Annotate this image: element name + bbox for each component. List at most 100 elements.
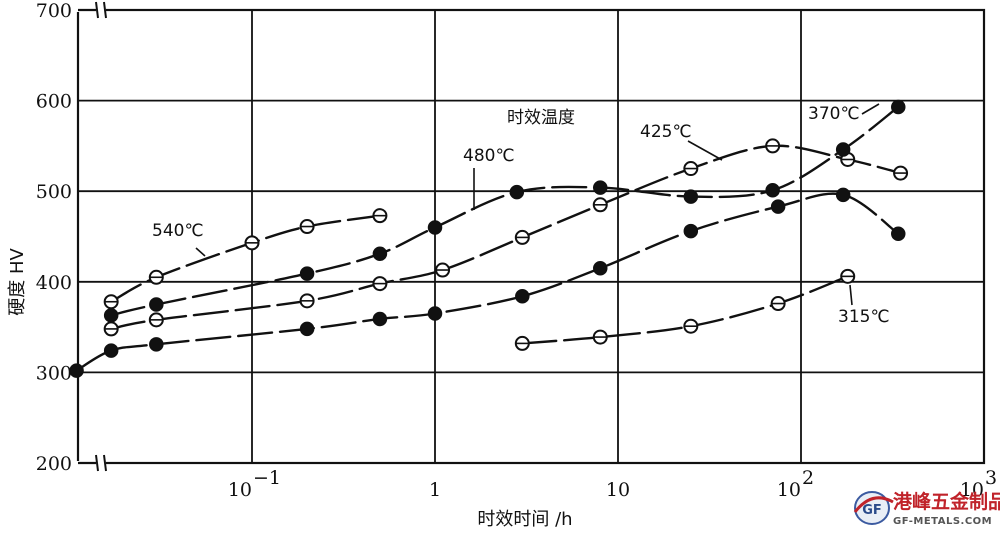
- point-s2-6: [593, 180, 608, 195]
- point-dot: [69, 363, 84, 378]
- x-tick-100: 102: [777, 467, 814, 501]
- point-s0-2: [244, 235, 260, 251]
- point-s4-2: [683, 318, 699, 334]
- point-s2-9: [835, 142, 851, 157]
- point-s3-6: [515, 289, 530, 304]
- point-dot: [299, 266, 315, 281]
- series-label-2: 425℃: [640, 122, 723, 161]
- series-label-leader: [687, 140, 723, 161]
- y-tick-300: 300: [36, 362, 72, 384]
- point-s3-7: [593, 260, 608, 276]
- point-s4-3: [770, 296, 786, 312]
- axis-break-mark-b-1: [103, 454, 107, 472]
- point-s3-4: [372, 311, 388, 327]
- x-axis-label: 时效时间 /h: [477, 509, 572, 530]
- point-dot: [372, 311, 388, 327]
- point-s0-4: [372, 208, 388, 224]
- point-dot: [299, 321, 315, 337]
- point-s3-1: [103, 343, 119, 358]
- point-dot: [683, 223, 699, 239]
- point-s1-5: [514, 229, 530, 245]
- point-s3-11: [891, 226, 906, 242]
- plot-border: [76, 8, 986, 465]
- y-tick-500: 500: [36, 181, 72, 203]
- series-labels: 540℃ 480℃ 425℃ 370℃ 315℃: [152, 103, 890, 327]
- point-s1-1: [148, 312, 164, 328]
- point-s4-4: [840, 268, 856, 284]
- point-s1-7: [683, 161, 699, 177]
- x-tick-10: 10: [606, 479, 630, 501]
- point-dot: [509, 184, 525, 200]
- watermark-swoosh-icon: [853, 496, 894, 513]
- y-tick-200: 200: [36, 453, 72, 475]
- point-dot: [427, 306, 443, 321]
- point-dot: [103, 308, 119, 323]
- point-dot: [891, 99, 906, 115]
- point-dot: [835, 187, 851, 203]
- x-tick-base: 1: [429, 479, 441, 501]
- point-s1-3: [372, 276, 388, 292]
- series-label-text: 425℃: [640, 122, 692, 142]
- plot-frame: [76, 1, 986, 472]
- point-dot: [891, 226, 906, 242]
- point-dot: [103, 343, 119, 358]
- point-dot: [593, 180, 608, 195]
- x-tick-base: 10: [960, 479, 984, 501]
- point-s0-3: [299, 219, 315, 235]
- point-s4-1: [592, 329, 608, 345]
- x-tick-base: 10: [777, 479, 801, 501]
- point-dot: [372, 246, 388, 261]
- point-s1-8: [765, 138, 781, 154]
- series-label-text: 540℃: [152, 221, 204, 241]
- chart-grid: [78, 10, 984, 463]
- data-points: [69, 99, 909, 378]
- point-s1-2: [299, 293, 315, 309]
- point-dot: [765, 183, 780, 198]
- point-s2-10: [891, 99, 906, 115]
- x-tick-0.1: 10−1: [228, 467, 281, 501]
- series-label-1: 480℃: [463, 146, 515, 210]
- y-tick-700: 700: [36, 0, 72, 22]
- x-tick-1: 1: [429, 479, 441, 501]
- point-dot: [593, 260, 608, 276]
- series-label-leader: [849, 284, 853, 306]
- watermark-mark: GF: [862, 503, 882, 518]
- point-dot: [835, 142, 851, 157]
- series-label-4: 315℃: [838, 284, 890, 327]
- series-label-text: 480℃: [463, 146, 515, 166]
- y-tick-600: 600: [36, 91, 72, 113]
- series-label-0: 540℃: [152, 221, 206, 257]
- point-s1-4: [435, 262, 451, 278]
- point-s0-1: [148, 269, 164, 285]
- point-s1-0: [103, 321, 119, 337]
- point-dot: [427, 220, 443, 235]
- point-dot: [515, 289, 530, 304]
- point-dot: [683, 189, 699, 204]
- y-axis-label: 硬度 HV: [7, 248, 28, 316]
- watermark-globe-icon: [854, 491, 890, 525]
- point-dot: [149, 337, 164, 352]
- x-tick-base: 10: [228, 479, 252, 501]
- point-s2-0: [103, 308, 119, 323]
- legend-title: 时效温度: [507, 108, 575, 128]
- point-s2-5: [509, 184, 525, 200]
- series-label-leader: [861, 103, 880, 115]
- series-label-leader: [195, 247, 206, 257]
- series-label-3: 370℃: [808, 103, 880, 124]
- x-tick-1000: 103: [960, 467, 997, 501]
- y-tick-400: 400: [36, 272, 72, 294]
- point-s3-8: [683, 223, 699, 239]
- x-tick-exp: 3: [985, 467, 997, 489]
- x-tick-exp: 2: [802, 467, 814, 489]
- axis-break-mark-b-0: [103, 1, 107, 19]
- point-s1-6: [592, 197, 608, 213]
- point-s4-0: [514, 335, 530, 351]
- point-s3-0: [69, 363, 84, 378]
- point-s3-9: [770, 199, 786, 214]
- curve-series-4: [521, 275, 849, 345]
- watermark-cn: 港峰五金制品: [893, 490, 1000, 513]
- axis-break-mark-a-0: [95, 1, 99, 19]
- x-tick-exp: −1: [253, 467, 281, 489]
- point-dot: [149, 297, 164, 312]
